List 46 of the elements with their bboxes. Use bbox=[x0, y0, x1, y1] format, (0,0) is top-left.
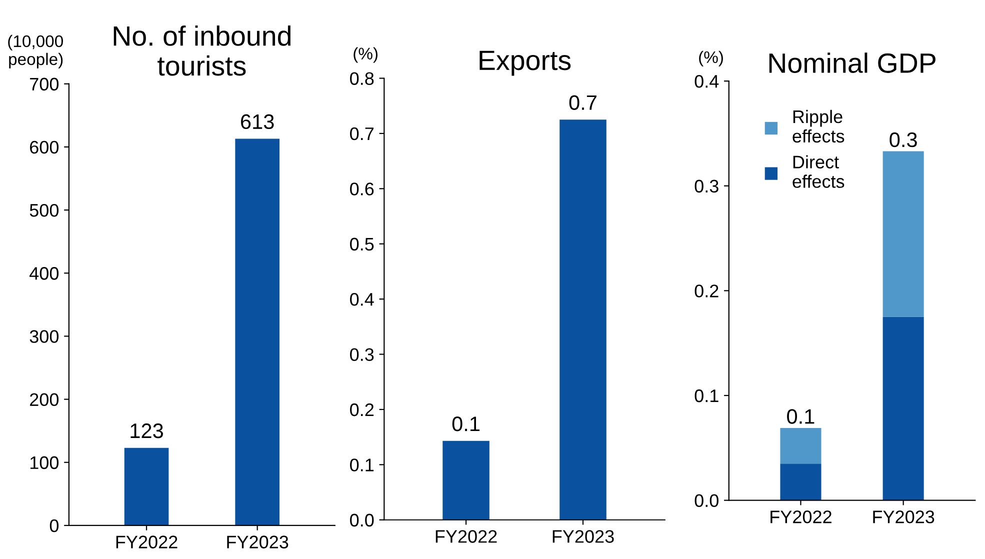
y-axis-title: (10,000 people) bbox=[8, 34, 63, 68]
y-axis-title: (%) bbox=[699, 50, 723, 66]
total-label: 0.3 bbox=[890, 132, 917, 148]
chart-title: Nominal GDP bbox=[769, 52, 936, 73]
y-tick-label: 0.3 bbox=[694, 180, 718, 193]
chart-title: Exports bbox=[480, 50, 571, 76]
data-label: 0.1 bbox=[452, 416, 480, 432]
y-tick-label: 0.1 bbox=[350, 458, 374, 472]
y-tick-label: 0.0 bbox=[694, 494, 718, 508]
y-tick-label: 400 bbox=[30, 267, 59, 280]
y-tick-label: 0.1 bbox=[694, 389, 718, 402]
bar bbox=[780, 464, 822, 500]
y-tick-label: 500 bbox=[30, 204, 59, 217]
x-tick-label: FY2022 bbox=[436, 530, 497, 543]
y-tick-label: 0.3 bbox=[350, 348, 374, 361]
total-label: 0.1 bbox=[787, 409, 814, 424]
data-label: 0.7 bbox=[569, 95, 596, 110]
y-tick-label: 0.2 bbox=[694, 284, 718, 298]
y-tick-label: 0.5 bbox=[350, 238, 374, 251]
x-tick-label: FY2023 bbox=[873, 510, 934, 524]
bar bbox=[882, 151, 924, 317]
y-tick-label: 0.0 bbox=[350, 514, 374, 527]
y-tick-label: 0 bbox=[50, 519, 59, 532]
bar bbox=[882, 316, 924, 500]
y-axis-title: (%) bbox=[354, 47, 378, 63]
bar bbox=[780, 428, 822, 464]
x-tick-label: FY2022 bbox=[116, 536, 178, 548]
data-label: 123 bbox=[130, 423, 163, 438]
y-tick-label: 100 bbox=[30, 456, 59, 470]
chart-title: No. of inbound tourists bbox=[114, 25, 290, 76]
y-tick-label: 200 bbox=[30, 393, 59, 406]
y-tick-label: 0.2 bbox=[350, 403, 374, 416]
y-tick-label: 0.4 bbox=[350, 293, 374, 306]
data-label: 613 bbox=[241, 114, 274, 130]
y-tick-label: 0.6 bbox=[350, 182, 374, 196]
x-tick-label: FY2023 bbox=[552, 530, 614, 543]
legend-label: Direct effects bbox=[792, 155, 844, 188]
y-tick-label: 0.4 bbox=[694, 74, 719, 88]
x-tick-label: FY2023 bbox=[227, 536, 288, 548]
y-tick-label: 0.7 bbox=[350, 127, 374, 140]
y-tick-label: 600 bbox=[30, 140, 59, 154]
y-tick-label: 0.8 bbox=[350, 72, 374, 85]
x-tick-label: FY2022 bbox=[770, 510, 832, 524]
legend-label: Ripple effects bbox=[792, 110, 844, 143]
y-tick-label: 300 bbox=[30, 330, 59, 343]
y-tick-label: 700 bbox=[30, 78, 59, 91]
